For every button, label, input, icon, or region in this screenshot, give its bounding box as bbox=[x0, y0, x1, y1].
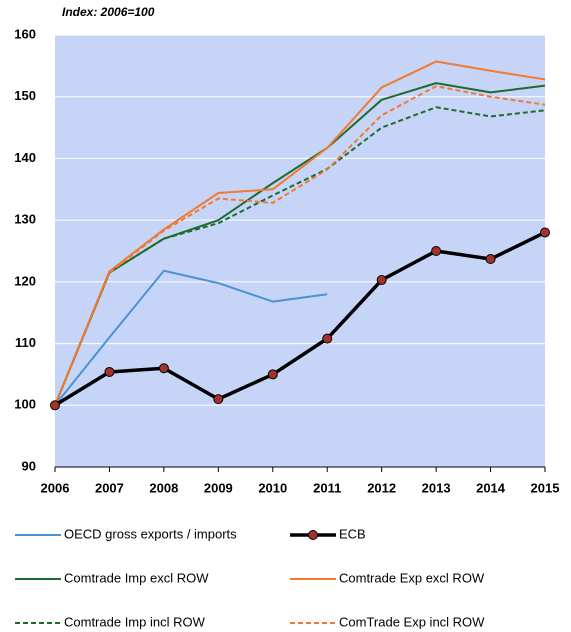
y-tick-label: 120 bbox=[14, 273, 36, 288]
x-tick-label: 2014 bbox=[476, 480, 506, 495]
legend-label: Comtrade Imp incl ROW bbox=[64, 614, 206, 629]
y-tick-label: 140 bbox=[14, 150, 36, 165]
data-point bbox=[322, 333, 333, 344]
data-point bbox=[267, 369, 278, 380]
series-line bbox=[54, 106, 546, 406]
y-tick-label: 160 bbox=[14, 26, 36, 41]
legend-marker bbox=[308, 530, 318, 540]
legend-label: ComTrade Exp incl ROW bbox=[339, 614, 485, 629]
legend-label: ECB bbox=[339, 526, 366, 541]
x-tick-label: 2013 bbox=[422, 480, 451, 495]
x-tick-label: 2015 bbox=[531, 480, 560, 495]
y-tick-label: 90 bbox=[22, 458, 36, 473]
legend-label: Comtrade Imp excl ROW bbox=[64, 570, 209, 585]
data-point bbox=[431, 246, 442, 256]
y-tick-label: 130 bbox=[14, 212, 36, 227]
x-tick-label: 2009 bbox=[204, 480, 233, 495]
x-tick-label: 2007 bbox=[95, 480, 124, 495]
x-tick-label: 2012 bbox=[367, 480, 396, 495]
series-line bbox=[54, 82, 546, 406]
legend-label: OECD gross exports / imports bbox=[64, 526, 237, 541]
y-tick-label: 150 bbox=[14, 88, 36, 103]
y-tick-label: 110 bbox=[15, 335, 36, 350]
chart-subtitle: Index: 2006=100 bbox=[62, 5, 155, 19]
x-tick-label: 2006 bbox=[41, 480, 70, 495]
series-line bbox=[54, 269, 328, 406]
y-tick-label: 100 bbox=[14, 397, 36, 412]
data-point bbox=[104, 366, 115, 377]
data-point bbox=[158, 363, 169, 374]
x-tick-label: 2008 bbox=[149, 480, 178, 495]
series-line bbox=[54, 230, 546, 407]
data-point bbox=[376, 275, 387, 286]
x-tick-label: 2011 bbox=[313, 480, 341, 495]
x-tick-label: 2010 bbox=[258, 480, 287, 495]
series-line bbox=[54, 85, 546, 406]
plot-area bbox=[55, 35, 545, 467]
data-point bbox=[485, 254, 496, 265]
data-point bbox=[540, 227, 550, 238]
legend-label: Comtrade Exp excl ROW bbox=[339, 570, 485, 585]
data-point bbox=[50, 400, 60, 411]
data-point bbox=[213, 394, 224, 405]
